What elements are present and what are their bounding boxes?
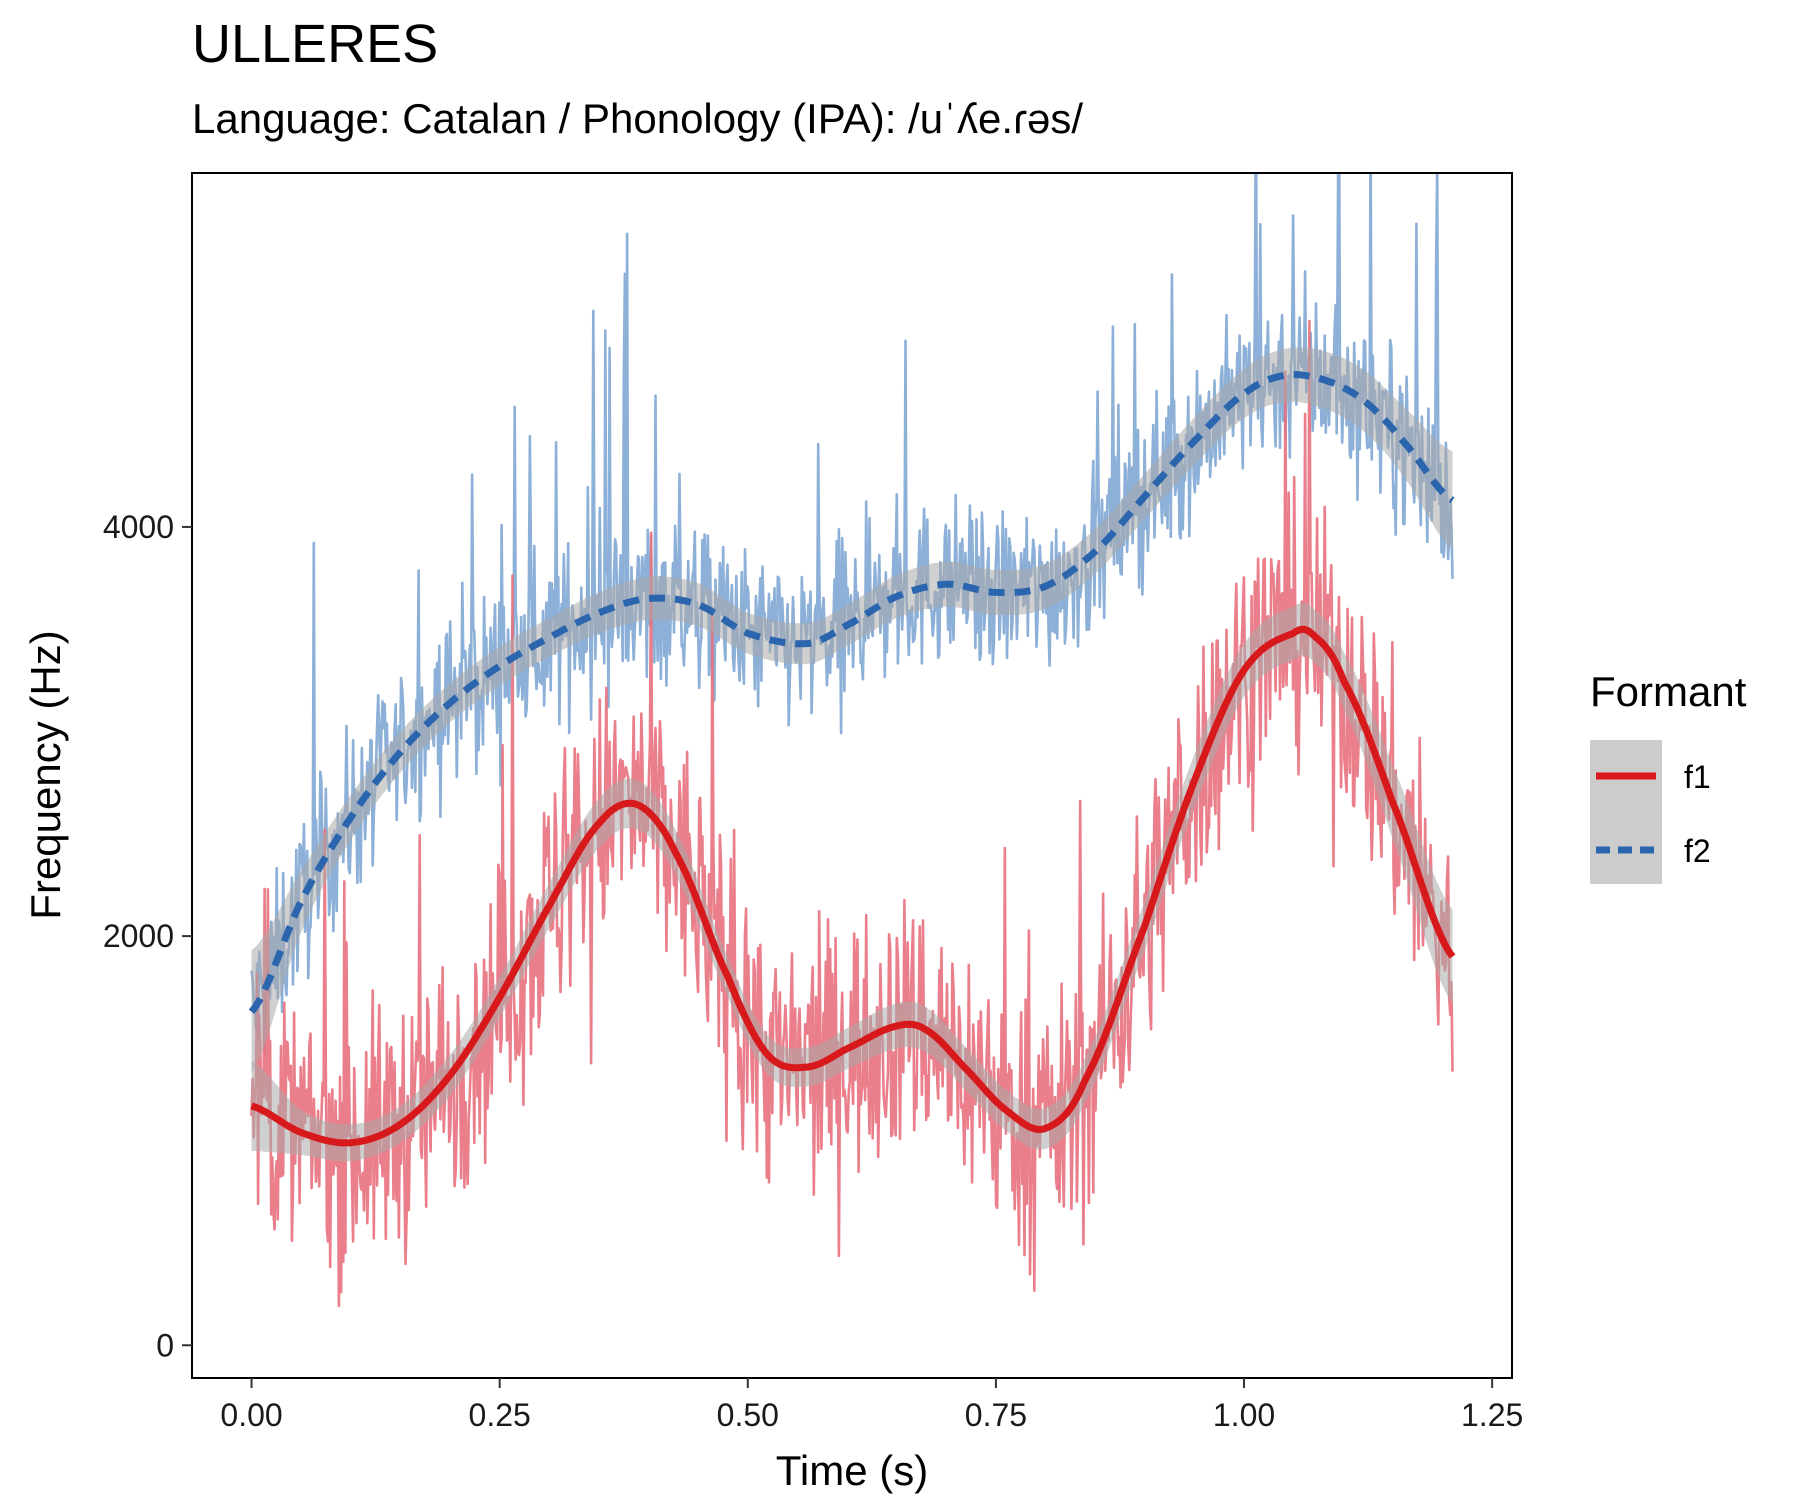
x-tick-label: 0.75 (965, 1397, 1027, 1433)
legend-label-f2: f2 (1684, 833, 1711, 869)
smoothed-formant-lines (248, 371, 1456, 1147)
legend-title: Formant (1590, 668, 1747, 715)
x-axis: 0.00 0.25 0.50 0.75 1.00 1.25 (220, 1378, 1523, 1433)
y-axis-title: Frequency (Hz) (22, 630, 69, 919)
chart-subtitle: Language: Catalan / Phonology (IPA): /uˈ… (192, 95, 1084, 142)
plot-panel-border (191, 172, 1513, 1379)
smooth-line-f1 (250, 625, 1456, 1147)
y-tick-label: 0 (156, 1327, 174, 1363)
legend-key-background (1590, 740, 1662, 884)
x-axis-title: Time (s) (776, 1447, 928, 1494)
legend: Formant f1 f2 (1590, 668, 1747, 884)
smooth-line-f2 (248, 371, 1455, 1014)
chart-title: ULLERES (192, 14, 439, 74)
y-tick-label: 2000 (103, 918, 174, 954)
x-tick-label: 1.25 (1461, 1397, 1523, 1433)
x-tick-label: 0.50 (717, 1397, 779, 1433)
legend-label-f1: f1 (1684, 759, 1711, 795)
y-tick-label: 4000 (103, 509, 174, 545)
x-tick-label: 1.00 (1213, 1397, 1275, 1433)
x-tick-label: 0.00 (220, 1397, 282, 1433)
x-tick-label: 0.25 (469, 1397, 531, 1433)
y-axis: 0 2000 4000 (103, 509, 192, 1363)
